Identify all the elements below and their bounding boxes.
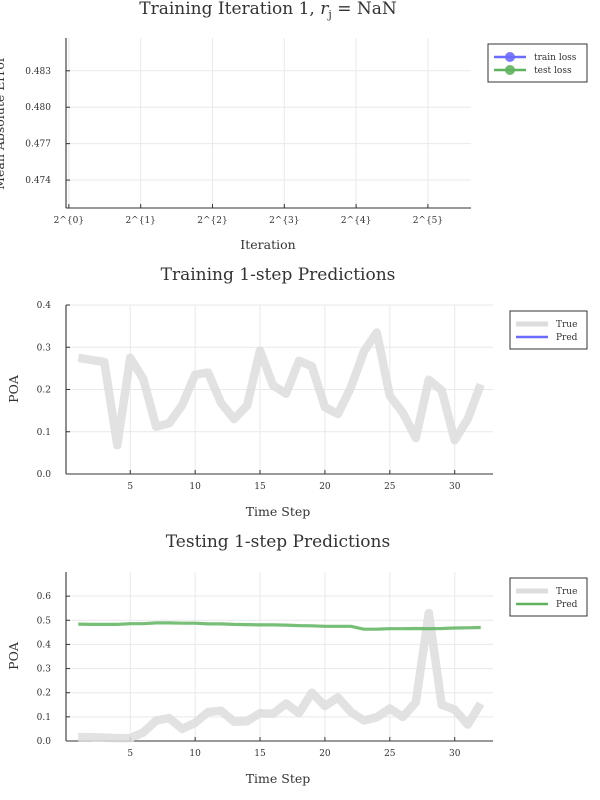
series-group: [77, 328, 485, 450]
x-tick-label: 15: [254, 482, 266, 492]
legend-marker: [505, 52, 515, 62]
y-tick-label: 0.3: [37, 343, 52, 353]
grid-lines: [66, 38, 471, 208]
y-tick-label: 0.3: [37, 665, 52, 675]
series-line-true: [78, 608, 485, 743]
series-group: [78, 608, 485, 743]
x-tick-label: 2^{1}: [125, 216, 155, 226]
x-tick-label: 5: [127, 482, 133, 492]
y-tick-label: 0.2: [37, 689, 51, 699]
chart-title: Testing 1-step Predictions: [166, 532, 390, 552]
chart-panel-3: 5 10 15 20 25 30 0.0 0.1 0.2 0.3 0.4 0.5 0.6 Testing …: [6, 532, 588, 786]
legend: True Pred: [509, 577, 588, 617]
x-axis-label: Time Step: [246, 504, 311, 519]
x-tick-label: 2^{5}: [413, 216, 443, 226]
x-tick-label: 15: [254, 749, 266, 759]
chart-title-text: Training Iteration 1,: [139, 0, 320, 19]
legend-label: True: [556, 320, 577, 330]
y-tick-label: 0.483: [25, 67, 51, 77]
chart-title-symbol: r: [320, 0, 329, 19]
y-axis-label: Mean Absolute Error: [0, 56, 7, 190]
y-tick-label: 0.0: [37, 470, 52, 480]
legend-label: train loss: [534, 53, 577, 63]
x-tick-label: 2^{4}: [341, 216, 371, 226]
y-axis-label: POA: [6, 374, 21, 403]
x-tick-label: 2^{3}: [269, 216, 299, 226]
x-tick-label: 2^{2}: [197, 216, 227, 226]
y-tick-label: 0.0: [37, 737, 52, 747]
y-tick-label: 0.2: [37, 386, 51, 396]
y-tick-label: 0.474: [25, 176, 51, 186]
x-axis-label: Time Step: [246, 771, 311, 786]
x-tick-label: 30: [449, 749, 461, 759]
y-tick-label: 0.4: [37, 301, 52, 311]
y-tick-label: 0.4: [37, 640, 52, 650]
chart-panel-1: 2^{0} 2^{1} 2^{2} 2^{3} 2^{4} 2^{5} 0.474 0.477…: [0, 0, 588, 252]
legend-label: True: [556, 587, 577, 597]
grid-lines: [66, 304, 493, 475]
y-tick-label: 0.1: [37, 713, 51, 723]
legend-box: [509, 577, 588, 617]
x-tick-label: 20: [319, 482, 331, 492]
x-tick-label: 25: [384, 749, 396, 759]
grid-lines: [66, 572, 493, 742]
x-axis-label: Iteration: [240, 237, 295, 252]
chart-title: Training 1-step Predictions: [161, 265, 396, 285]
legend-box: [509, 310, 588, 350]
series-line-pred: [78, 621, 481, 631]
legend: train loss test loss: [487, 43, 588, 83]
y-tick-label: 0.477: [25, 140, 51, 150]
x-tick-label: 30: [449, 482, 461, 492]
x-tick-label: 10: [189, 749, 201, 759]
x-tick-label: 5: [127, 749, 133, 759]
x-tick-label: 10: [189, 482, 201, 492]
legend-label: Pred: [556, 600, 578, 610]
y-tick-label: 0.5: [37, 616, 52, 626]
legend-label: test loss: [534, 66, 572, 76]
x-tick-label: 25: [384, 482, 396, 492]
y-tick-label: 0.1: [37, 428, 51, 438]
legend: True Pred: [509, 310, 588, 350]
x-tick-label: 2^{0}: [54, 216, 84, 226]
chart-title: Training Iteration 1, rj = NaN: [139, 0, 397, 21]
chart-title-subscript: j: [326, 8, 331, 21]
legend-marker: [505, 65, 515, 75]
legend-box: [487, 43, 588, 83]
series-line-true: [77, 328, 485, 450]
chart-panel-2: 5 10 15 20 25 30 0.0 0.1 0.2 0.3 0.4 Training 1-ste…: [6, 265, 588, 519]
chart-title-value: = NaN: [332, 0, 397, 19]
x-tick-label: 20: [319, 749, 331, 759]
y-tick-label: 0.6: [37, 592, 52, 602]
y-axis-label: POA: [6, 641, 21, 670]
y-tick-label: 0.480: [25, 103, 51, 113]
legend-label: Pred: [556, 333, 578, 343]
